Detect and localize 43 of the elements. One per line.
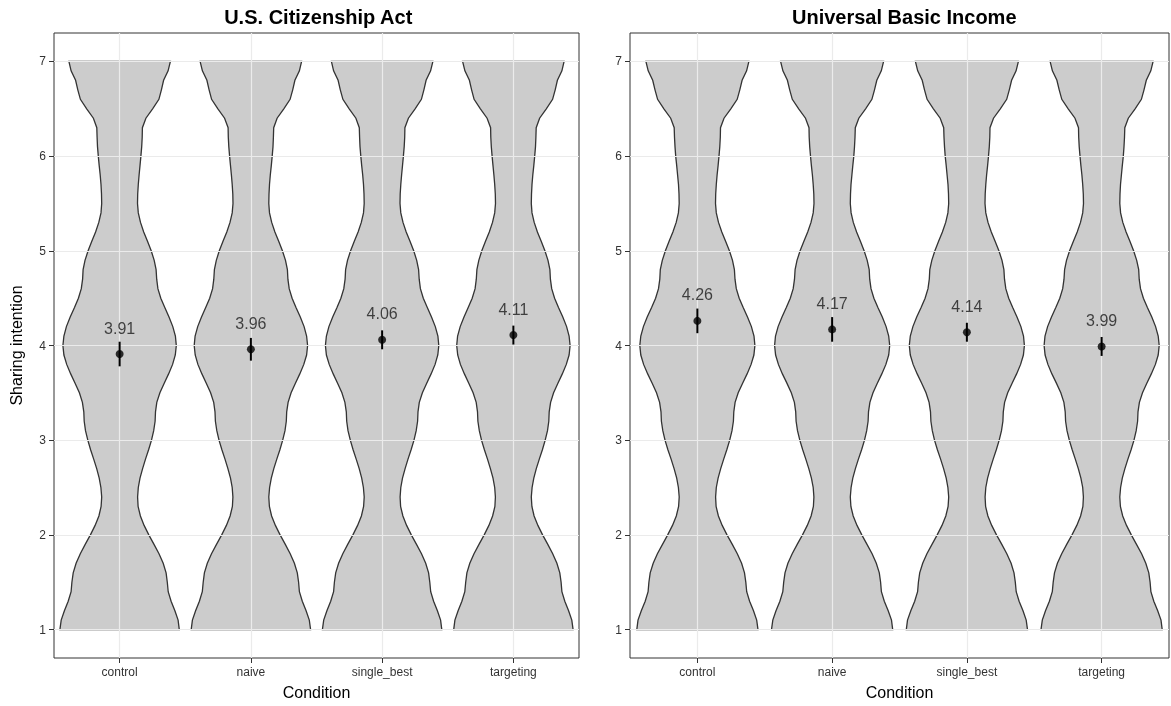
x-tick-label: single_best xyxy=(351,665,414,679)
point xyxy=(246,345,255,354)
point xyxy=(962,328,971,337)
y-tick-label: 5 xyxy=(39,243,47,258)
y-tick-label: 4 xyxy=(614,338,622,353)
y-tick-label: 5 xyxy=(614,243,622,258)
y-axis-title: Sharing intention xyxy=(7,285,25,406)
x-tick-label: control xyxy=(101,665,138,679)
data-label: 4.06 xyxy=(366,305,398,323)
data-label: 3.99 xyxy=(1085,311,1117,329)
y-tick-label: 4 xyxy=(39,338,47,353)
point xyxy=(378,335,387,344)
data-label: 4.14 xyxy=(950,297,983,315)
x-axis-title: Condition xyxy=(865,683,933,701)
data-label: 3.91 xyxy=(104,319,136,337)
data-label: 4.26 xyxy=(681,286,713,304)
data-label: 4.11 xyxy=(498,300,529,318)
x-tick-label: control xyxy=(678,665,715,679)
y-tick-label: 7 xyxy=(614,54,622,69)
x-tick-label: targeting xyxy=(490,665,537,679)
point xyxy=(692,316,701,325)
point xyxy=(1097,342,1106,351)
y-tick-label: 1 xyxy=(614,622,622,637)
data-label: 4.17 xyxy=(816,294,848,312)
x-tick-label: naive xyxy=(236,665,266,679)
point xyxy=(827,325,836,334)
y-tick-label: 1 xyxy=(39,622,47,637)
x-axis-title: Condition xyxy=(282,683,351,701)
y-tick-label: 2 xyxy=(614,527,622,542)
data-label: 3.96 xyxy=(235,314,267,332)
chart-title: Universal Basic Income xyxy=(791,6,1017,28)
y-tick-label: 3 xyxy=(39,433,47,448)
y-tick-label: 3 xyxy=(614,433,622,448)
x-tick-label: single_best xyxy=(936,665,998,679)
x-tick-label: naive xyxy=(817,665,847,679)
y-tick-label: 6 xyxy=(614,149,622,164)
x-tick-label: targeting xyxy=(1077,665,1125,679)
point xyxy=(115,350,124,359)
chart-title: U.S. Citizenship Act xyxy=(224,6,413,28)
y-tick-label: 7 xyxy=(39,54,47,69)
y-tick-label: 6 xyxy=(39,149,47,164)
y-tick-label: 2 xyxy=(39,527,47,542)
point xyxy=(509,331,518,340)
